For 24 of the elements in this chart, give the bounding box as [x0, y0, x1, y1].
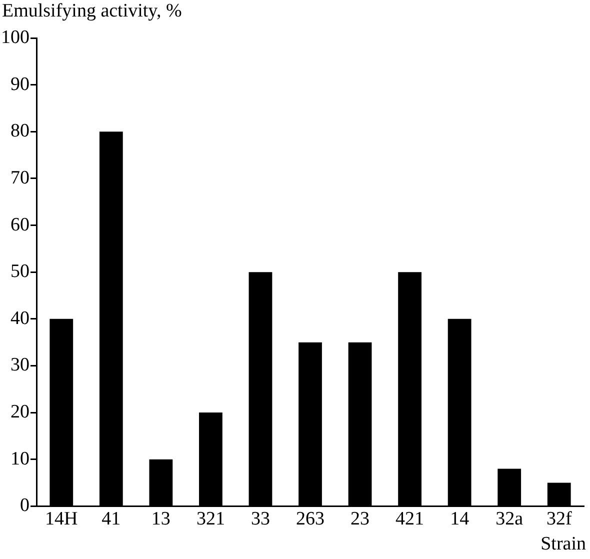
y-tick-label: 30	[10, 354, 30, 376]
x-tick-label: 421	[396, 508, 424, 530]
y-tick-label: 90	[10, 74, 30, 95]
y-tick-label: 0	[20, 495, 30, 516]
x-axis-title: Strain	[540, 533, 586, 554]
x-tick-label: 32a	[496, 508, 524, 530]
x-tick-label: 14	[450, 508, 470, 530]
y-tick-label: 20	[10, 402, 30, 423]
y-tick-label: 80	[10, 120, 30, 142]
y-tick-label: 50	[10, 261, 30, 282]
x-tick-label: 23	[350, 508, 370, 530]
y-tick-label: 70	[10, 167, 30, 188]
y-tick-label: 100	[1, 26, 30, 48]
x-tick-label: 263	[296, 508, 324, 530]
x-tick-label: 321	[196, 508, 225, 530]
y-tick-label: 10	[10, 448, 30, 470]
x-tick-label: 14H	[45, 508, 78, 530]
y-axis-title: Emulsifying activity, %	[2, 0, 182, 22]
x-tick-label: 13	[151, 508, 170, 530]
y-tick-label: 40	[10, 308, 30, 329]
y-tick-label: 60	[10, 214, 30, 236]
x-tick-label: 41	[102, 508, 121, 530]
x-tick-label: 33	[250, 508, 270, 530]
x-tick-label: 32f	[546, 508, 572, 530]
